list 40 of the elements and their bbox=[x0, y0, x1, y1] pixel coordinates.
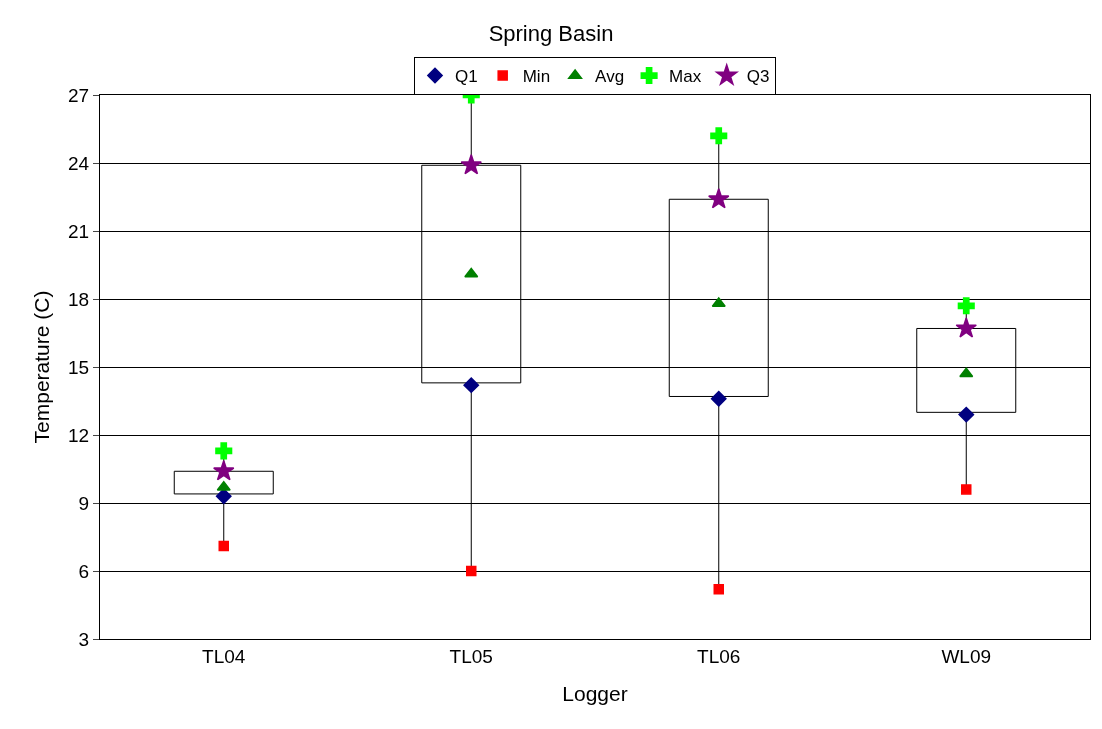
y-tick-label: 9 bbox=[78, 492, 90, 514]
y-axis-title: Temperature (C) bbox=[30, 290, 54, 444]
point bbox=[460, 154, 482, 175]
point bbox=[961, 484, 972, 495]
x-tick-label: WL09 bbox=[941, 645, 992, 667]
legend-label: Q3 bbox=[746, 67, 770, 87]
point bbox=[958, 406, 975, 423]
y-tick-label: 12 bbox=[68, 424, 90, 446]
point bbox=[464, 267, 479, 278]
point bbox=[955, 317, 977, 338]
point bbox=[711, 297, 726, 308]
point bbox=[216, 480, 231, 491]
point bbox=[213, 460, 235, 481]
point bbox=[710, 390, 727, 407]
x-tick-label: TL06 bbox=[697, 645, 741, 667]
chart-title: Spring Basin bbox=[488, 20, 614, 46]
point bbox=[710, 127, 728, 145]
point bbox=[463, 377, 480, 394]
x-axis-title: Logger bbox=[562, 682, 628, 705]
point bbox=[957, 297, 975, 315]
point bbox=[708, 188, 730, 209]
point bbox=[466, 565, 477, 577]
legend-label: Q1 bbox=[455, 67, 478, 87]
y-tick-label: 21 bbox=[68, 220, 90, 242]
y-tick-label: 6 bbox=[78, 560, 90, 582]
legend-label: Avg bbox=[595, 67, 625, 87]
point bbox=[959, 367, 974, 378]
y-tick-label: 15 bbox=[68, 356, 90, 378]
point bbox=[713, 583, 724, 595]
x-tick-label: TL04 bbox=[202, 645, 246, 667]
point bbox=[215, 488, 232, 505]
x-tick-label: TL05 bbox=[449, 645, 493, 667]
point bbox=[218, 540, 229, 552]
y-tick-label: 3 bbox=[78, 628, 90, 650]
point bbox=[215, 442, 233, 460]
legend-label: Min bbox=[522, 67, 551, 87]
y-tick-label: 27 bbox=[68, 84, 90, 106]
y-tick-label: 18 bbox=[68, 288, 90, 310]
legend-label: Max bbox=[669, 67, 702, 87]
y-tick-label: 24 bbox=[68, 152, 90, 174]
